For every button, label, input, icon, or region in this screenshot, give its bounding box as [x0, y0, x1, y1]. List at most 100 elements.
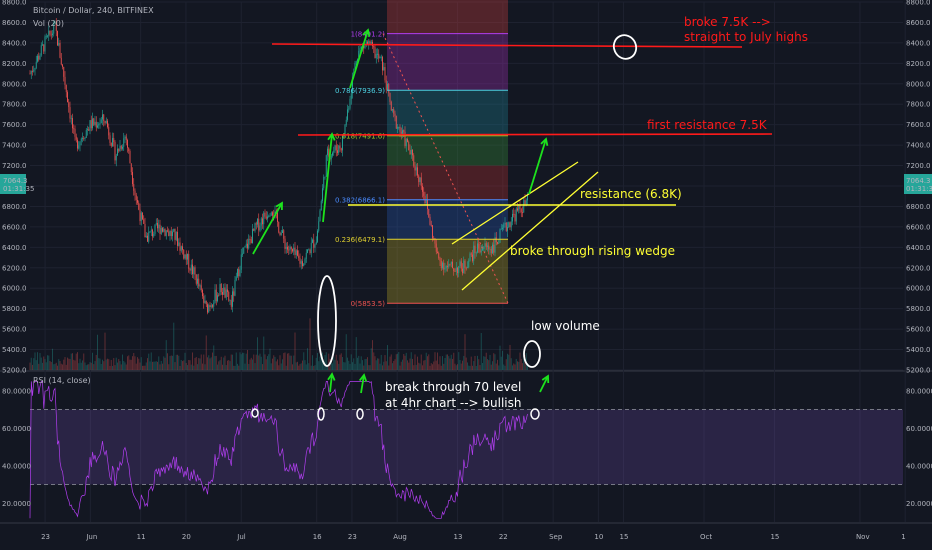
rsi-panel	[29, 381, 903, 519]
candle-body	[474, 245, 476, 254]
volume-bar	[292, 364, 293, 370]
volume-bar	[159, 364, 161, 370]
volume-bar	[235, 352, 237, 370]
candle-body	[354, 62, 356, 73]
volume-bar	[302, 360, 303, 370]
candle-body	[135, 195, 137, 200]
candle-body	[348, 108, 350, 110]
volume-bar	[157, 361, 158, 370]
green-arrow-shaft	[349, 29, 369, 89]
candle-body	[479, 248, 481, 253]
candle-body	[393, 109, 395, 114]
candle-body	[72, 118, 73, 129]
volume-bar	[434, 352, 436, 370]
volume-bar	[394, 359, 396, 370]
volume-bar	[479, 365, 481, 370]
candle-body	[270, 212, 272, 216]
volume-bar	[34, 352, 36, 370]
candle-body	[525, 200, 527, 205]
candle-body	[419, 177, 421, 183]
volume-bar	[339, 354, 341, 370]
volume-bars	[29, 318, 528, 370]
volume-bar	[212, 352, 213, 370]
candle-body	[247, 243, 248, 249]
candle-body	[489, 248, 491, 250]
volume-bar	[249, 359, 251, 370]
volume-bar	[303, 352, 305, 370]
candle-body	[267, 216, 268, 219]
candle-body	[59, 42, 61, 58]
volume-bar	[130, 359, 132, 370]
candle-body	[199, 285, 201, 287]
candle-body	[257, 218, 258, 225]
volume-bar	[40, 357, 42, 370]
candle-body	[44, 36, 46, 52]
volume-bar	[113, 358, 115, 370]
fibonacci-lines: 1(8491.2) 0.786(7936.9) 0.618(7491.6) 0.382…	[335, 31, 509, 308]
candle-body	[259, 225, 261, 231]
volume-bar	[274, 356, 276, 370]
volume-bar	[243, 352, 245, 370]
candle-body	[445, 266, 447, 268]
price-tick-label-right: 7600.0	[906, 121, 931, 129]
volume-bar	[220, 356, 222, 370]
volume-bar	[359, 363, 361, 370]
candle-body	[148, 232, 150, 242]
candle-body	[520, 209, 522, 213]
time-tick-label: 10	[594, 533, 603, 541]
volume-bar	[467, 362, 468, 370]
volume-bar	[463, 355, 465, 370]
time-tick-label: 15	[770, 533, 779, 541]
volume-bar	[64, 357, 66, 370]
volume-bar	[242, 352, 243, 370]
volume-bar	[89, 362, 91, 370]
volume-bar	[229, 361, 231, 370]
volume-bar	[354, 363, 356, 370]
volume-bar	[204, 364, 206, 370]
volume-bar	[384, 355, 386, 370]
volume-bar	[398, 352, 400, 370]
candle-body	[523, 200, 525, 213]
candle-body	[368, 41, 370, 44]
volume-legend: Vol (20)	[33, 19, 64, 28]
volume-bar	[459, 360, 461, 370]
volume-bar	[218, 361, 220, 370]
rsi-circle-4	[530, 408, 540, 420]
volume-bar	[62, 364, 63, 370]
candle-body	[272, 212, 273, 216]
candle-body	[455, 267, 457, 272]
volume-bar	[60, 363, 62, 370]
volume-bar	[263, 336, 265, 370]
price-tick-label-left: 6000.0	[2, 285, 27, 293]
candle-body	[363, 46, 365, 48]
candle-body	[510, 221, 512, 228]
volume-bar	[340, 353, 342, 370]
candle-body	[265, 216, 267, 219]
candle-body	[225, 289, 227, 298]
volume-bar	[388, 365, 390, 370]
candles	[29, 18, 528, 315]
volume-bar	[143, 365, 145, 370]
rsi-tick-label-left: 60.0000	[2, 425, 31, 433]
volume-bar	[192, 352, 193, 370]
candle-body	[184, 254, 186, 259]
candle-body	[359, 48, 361, 51]
volume-bar	[313, 365, 315, 370]
candle-body	[507, 227, 508, 232]
volume-bar	[514, 364, 516, 370]
candle-body	[107, 120, 108, 128]
volume-bar	[75, 353, 77, 370]
candle-body	[228, 291, 230, 301]
volume-bar	[107, 358, 108, 370]
candle-body	[292, 249, 293, 252]
fib-level-label: 1(8491.2)	[351, 31, 386, 39]
price-tick-label-right: 5800.0	[906, 305, 931, 313]
volume-bar	[318, 361, 320, 370]
candle-body	[308, 249, 310, 251]
candle-body	[490, 248, 492, 254]
volume-bar	[105, 359, 107, 370]
volume-bar	[98, 358, 100, 370]
candle-body	[203, 296, 205, 303]
volume-bar	[478, 359, 480, 370]
candle-body	[400, 131, 402, 134]
